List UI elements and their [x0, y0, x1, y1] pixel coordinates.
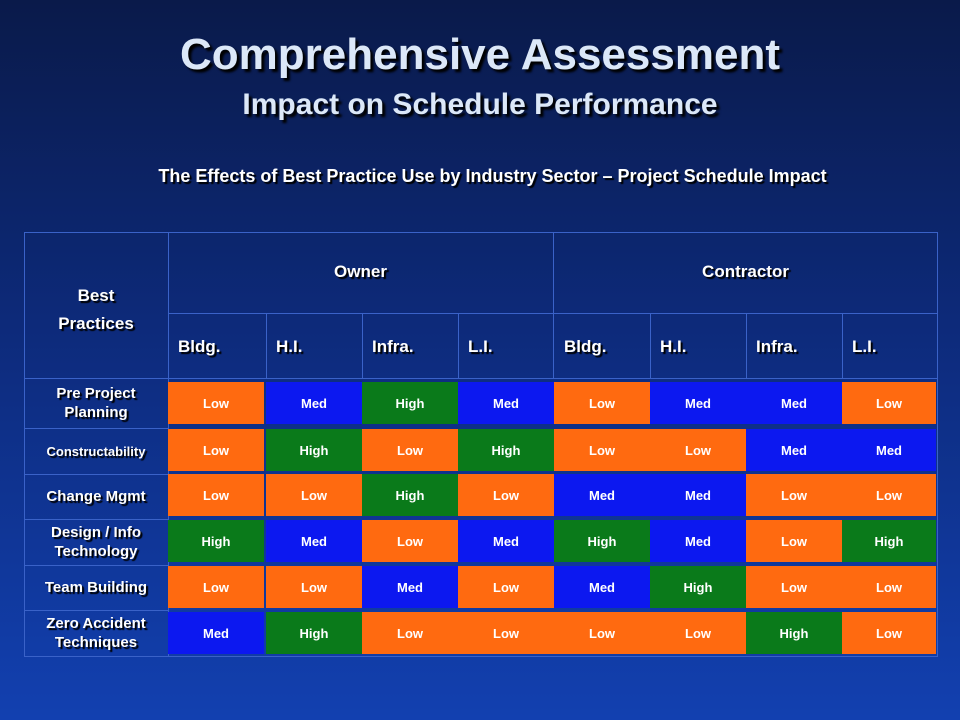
- grid-line-sector-4: [746, 313, 747, 379]
- rating-cell: Low: [168, 429, 264, 471]
- rating-cell: Med: [650, 520, 746, 562]
- rating-cell: Low: [458, 566, 554, 608]
- rating-cell: Low: [168, 474, 264, 516]
- grid-line-sector-1: [362, 313, 363, 379]
- rating-cell: Low: [554, 429, 650, 471]
- rating-cell: Med: [266, 382, 362, 424]
- grid-line-row-0: [24, 428, 168, 429]
- rating-cell: Med: [266, 520, 362, 562]
- rating-cell: Low: [458, 612, 554, 654]
- corner-header: Best Practices: [24, 282, 168, 338]
- row-label: Team Building: [44, 579, 148, 596]
- grid-line-right: [937, 232, 938, 657]
- row-label: Pre Project Planning: [56, 385, 136, 421]
- rating-cell: Low: [458, 474, 554, 516]
- rating-cell: Low: [362, 429, 458, 471]
- rating-cell: Low: [266, 474, 362, 516]
- rating-cell: Low: [362, 612, 458, 654]
- rating-cell: Med: [458, 520, 554, 562]
- grid-line-sector-5: [842, 313, 843, 379]
- table-caption: The Effects of Best Practice Use by Indu…: [158, 166, 827, 186]
- grid-line-row-1: [24, 474, 168, 475]
- rating-cell: Low: [842, 382, 936, 424]
- sector-header: L.I.: [852, 337, 877, 356]
- rating-cell: Low: [842, 566, 936, 608]
- rating-cell: Med: [458, 382, 554, 424]
- corner-header-line2: Practices: [58, 314, 134, 333]
- sector-header: H.I.: [660, 337, 687, 356]
- rating-cell: Low: [266, 566, 362, 608]
- row-label: Change Mgmt: [46, 488, 146, 505]
- rating-cell: Med: [650, 382, 746, 424]
- rating-cell: Med: [746, 382, 842, 424]
- rating-cell: Low: [554, 382, 650, 424]
- group-header-contractor: Contractor: [702, 262, 789, 281]
- rating-cell: High: [266, 429, 362, 471]
- row-label: Design / Info Technology: [51, 524, 141, 560]
- grid-line-sector-0: [266, 313, 267, 379]
- rating-cell: Low: [650, 429, 746, 471]
- grid-line-bottom: [24, 656, 938, 657]
- sector-header: Bldg.: [564, 337, 607, 356]
- corner-header-line1: Best: [77, 286, 115, 305]
- grid-line-header-bottom: [24, 378, 938, 379]
- group-header-owner: Owner: [334, 262, 387, 281]
- rating-cell: Low: [746, 474, 842, 516]
- grid-line-top: [24, 232, 938, 233]
- grid-line-group-split: [553, 232, 554, 379]
- rating-cell: Med: [362, 566, 458, 608]
- sector-header: Bldg.: [178, 337, 221, 356]
- rating-cell: Low: [650, 612, 746, 654]
- rating-cell: High: [746, 612, 842, 654]
- rating-cell: Low: [842, 612, 936, 654]
- rating-cell: Med: [554, 474, 650, 516]
- rating-cell: High: [650, 566, 746, 608]
- grid-line-row-2: [24, 519, 168, 520]
- rating-cell: Med: [554, 566, 650, 608]
- sector-header: L.I.: [468, 337, 493, 356]
- rating-cell: High: [554, 520, 650, 562]
- sector-header: H.I.: [276, 337, 303, 356]
- rating-cell: Med: [746, 429, 842, 471]
- row-label: Constructability: [46, 443, 146, 459]
- rating-cell: High: [266, 612, 362, 654]
- rating-cell: High: [842, 520, 936, 562]
- rating-cell: Low: [746, 566, 842, 608]
- rating-cell: Med: [168, 612, 264, 654]
- rating-cell: Low: [842, 474, 936, 516]
- row-label: Zero Accident Techniques: [46, 615, 146, 651]
- sector-header: Infra.: [372, 337, 414, 356]
- page-title: Comprehensive Assessment: [180, 30, 780, 79]
- rating-cell: Med: [842, 429, 936, 471]
- grid-line-row-3: [24, 565, 168, 566]
- sector-header: Infra.: [756, 337, 798, 356]
- grid-line-left: [24, 232, 25, 657]
- rating-cell: Med: [650, 474, 746, 516]
- rating-cell: Low: [168, 382, 264, 424]
- rating-cell: Low: [746, 520, 842, 562]
- grid-line-sector-2: [458, 313, 459, 379]
- rating-cell: Low: [168, 566, 264, 608]
- rating-cell: High: [362, 382, 458, 424]
- rating-cell: High: [458, 429, 554, 471]
- rating-cell: High: [168, 520, 264, 562]
- rating-cell: High: [362, 474, 458, 516]
- grid-line-sector-3: [650, 313, 651, 379]
- rating-cell: Low: [554, 612, 650, 654]
- grid-line-row-4: [24, 610, 168, 611]
- rating-cell: Low: [362, 520, 458, 562]
- page-subtitle: Impact on Schedule Performance: [242, 88, 718, 121]
